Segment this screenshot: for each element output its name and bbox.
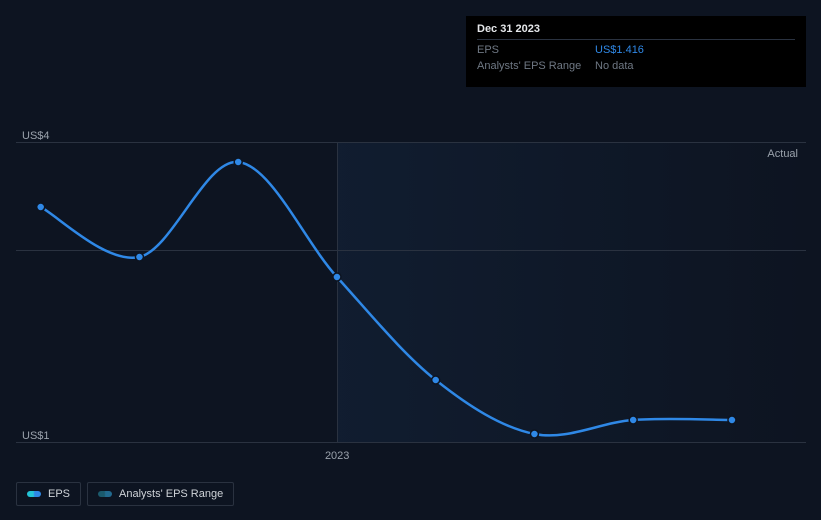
legend-swatch-icon <box>27 491 41 497</box>
line-chart-svg <box>16 142 806 442</box>
x-axis-tick-label: 2023 <box>325 450 349 462</box>
gridline <box>16 442 806 443</box>
legend-item-label: Analysts' EPS Range <box>119 488 223 500</box>
legend-item-eps[interactable]: EPS <box>16 482 81 506</box>
data-point[interactable] <box>530 430 538 438</box>
legend-swatch-icon <box>98 491 112 497</box>
data-point[interactable] <box>728 416 736 424</box>
data-point[interactable] <box>135 253 143 261</box>
legend-item-range[interactable]: Analysts' EPS Range <box>87 482 234 506</box>
data-point[interactable] <box>432 376 440 384</box>
tooltip: Dec 31 2023 EPSUS$1.416Analysts' EPS Ran… <box>466 16 806 87</box>
data-point[interactable] <box>333 273 341 281</box>
eps-line <box>41 162 732 436</box>
tooltip-row-value: No data <box>595 60 634 72</box>
tooltip-row-key: Analysts' EPS Range <box>477 60 595 72</box>
data-point[interactable] <box>37 203 45 211</box>
chart-container: Dec 31 2023 EPSUS$1.416Analysts' EPS Ran… <box>0 0 821 520</box>
tooltip-date: Dec 31 2023 <box>477 23 795 40</box>
legend: EPS Analysts' EPS Range <box>16 482 234 506</box>
data-point[interactable] <box>234 158 242 166</box>
data-point[interactable] <box>629 416 637 424</box>
tooltip-row-key: EPS <box>477 44 595 56</box>
tooltip-row-value: US$1.416 <box>595 44 644 56</box>
legend-item-label: EPS <box>48 488 70 500</box>
chart-plot-area[interactable]: Actual <box>16 142 806 442</box>
tooltip-row: EPSUS$1.416 <box>477 40 795 56</box>
y-axis-tick-label: US$4 <box>22 130 50 142</box>
tooltip-row: Analysts' EPS RangeNo data <box>477 56 795 72</box>
